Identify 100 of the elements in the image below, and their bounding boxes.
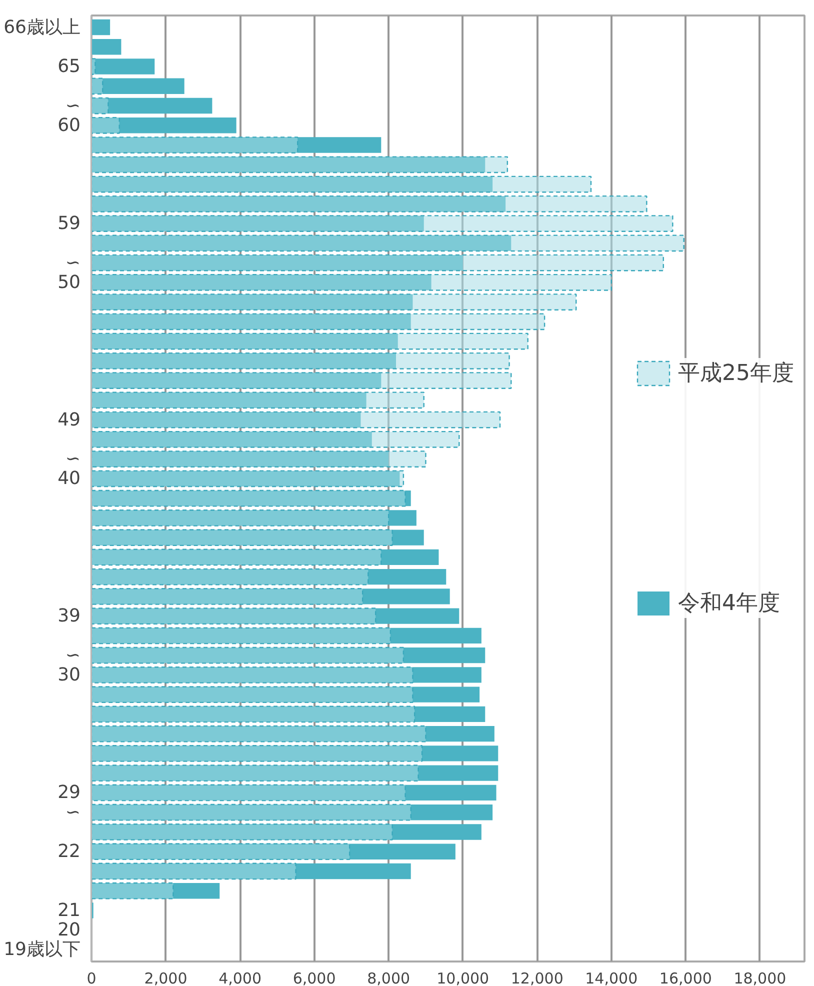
bar [92,215,674,232]
bar [92,530,424,546]
bar [92,882,220,899]
y-tick-label: 39 [58,606,80,627]
bar [92,353,396,369]
x-tick-label: 8,000 [367,970,410,986]
bar [92,254,664,272]
bar [92,706,486,722]
bar [92,548,382,566]
bar [92,294,577,310]
bar [92,765,498,781]
y-tick-label: ∽ [65,802,81,823]
x-tick-label: 4,000 [218,970,262,986]
y-tick-label: 50 [58,272,80,293]
bar [92,529,393,546]
x-tick-label: 14,000 [585,970,638,986]
y-tick-label: 66歳以上 [4,16,80,38]
bar [92,844,456,860]
bar [92,451,389,467]
bar [92,646,404,664]
bar [92,608,376,625]
bar [92,784,496,801]
bar [92,216,424,232]
bar [92,412,361,428]
bar [92,647,486,664]
bar [92,58,155,74]
y-tick-label: 29 [58,782,80,804]
legend-label: 令和4年度 [678,590,780,618]
bar [92,118,236,134]
bar [92,314,411,330]
bar [92,804,493,820]
y-tick-label: 40 [58,468,80,490]
bar [92,430,460,448]
bar [92,746,498,762]
y-tick-label: ∽ [65,644,81,666]
bar [92,78,104,95]
bar [92,686,480,702]
bar [92,588,364,605]
bar [92,568,369,586]
bar [92,862,296,880]
x-tick-label: 6,000 [292,970,336,986]
bar [92,627,392,644]
bar [92,254,463,271]
bar [92,352,510,370]
bar [92,568,446,585]
bar [92,667,482,683]
bar [92,509,390,526]
bar [92,824,482,840]
y-tick-label: ∽ [65,95,81,116]
bar [92,726,494,742]
y-tick-label: 21 [58,900,80,921]
bar [92,137,382,153]
y-tick-label: ∽ [65,448,81,470]
bar [92,608,460,624]
bar [92,725,426,742]
bar [92,432,372,448]
y-tick-label: 22 [58,841,80,862]
bar [92,97,109,114]
x-tick-label: 10,000 [436,970,490,986]
y-tick-label: 49 [58,409,80,430]
x-tick-label: 18,000 [734,970,786,986]
bar [92,392,366,408]
y-tick-label: 20 [58,920,80,941]
bar [92,745,423,762]
bar [92,294,413,310]
bar [92,824,393,840]
legend-label: 平成25年度 [678,360,794,388]
y-tick-label: 59 [58,213,80,234]
bar [92,510,416,526]
bar [92,98,212,114]
bar [92,195,648,212]
y-tick-label: 65 [58,56,80,78]
bar [92,332,528,350]
bar [92,372,382,388]
bar [92,78,184,94]
bar [92,58,96,75]
bar [92,116,120,134]
bar [92,234,684,252]
bar [92,274,612,291]
y-tick-label: 30 [58,664,80,686]
x-tick-label: 12,000 [510,970,564,986]
bar [92,136,298,154]
bar [92,313,546,330]
bar [92,549,439,566]
x-tick-label: 16,000 [659,970,712,986]
bar [92,450,426,468]
y-tick-label: ∽ [65,252,81,274]
bar [92,274,432,290]
bar [92,706,416,723]
y-tick-label: 60 [58,114,80,136]
bar [92,686,414,704]
bar [92,882,174,900]
y-tick-label: 19歳以下 [4,939,80,960]
bar [92,372,512,390]
bar [92,39,122,55]
bar [92,764,419,782]
bar [92,196,506,212]
bar [92,176,493,192]
bar [92,784,406,802]
bar [92,333,398,350]
